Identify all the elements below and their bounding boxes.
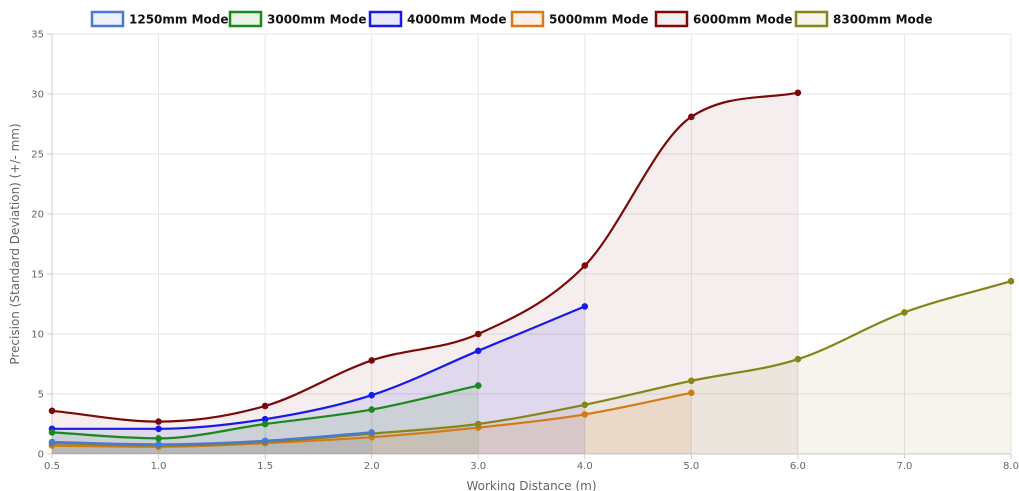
data-point <box>794 355 802 363</box>
x-tick-label: 3.0 <box>470 461 486 472</box>
data-point <box>581 401 589 409</box>
x-tick-label: 5.0 <box>683 461 699 472</box>
x-tick-label: 0.5 <box>44 461 60 472</box>
legend-swatch <box>368 10 403 28</box>
y-tick-label: 10 <box>31 330 44 341</box>
x-tick-label: 6.0 <box>790 461 806 472</box>
data-point <box>1007 277 1015 285</box>
data-point <box>474 347 482 355</box>
data-point <box>688 377 695 385</box>
y-tick-label: 35 <box>31 30 44 41</box>
x-tick-label: 7.0 <box>896 461 912 472</box>
y-tick-label: 30 <box>31 90 44 101</box>
y-tick-label: 5 <box>38 390 44 401</box>
data-point <box>581 262 589 269</box>
series-area <box>52 281 1011 454</box>
legend-item[interactable]: 3000mm Mode <box>228 10 367 28</box>
data-point <box>155 435 162 442</box>
chart-legend: 1250mm Mode 3000mm Mode 4000mm Mode 5000mm … <box>90 10 933 28</box>
legend-item[interactable]: 6000mm Mode <box>654 10 793 28</box>
legend-swatch <box>794 10 829 28</box>
series-area <box>52 392 692 454</box>
x-tick-label: 4.0 <box>577 461 593 472</box>
data-point <box>368 391 375 399</box>
legend-label: 5000mm Mode <box>549 13 649 27</box>
data-point <box>48 438 56 446</box>
legend-swatch <box>90 10 125 28</box>
legend-item[interactable]: 1250mm Mode <box>90 10 229 28</box>
data-point <box>155 425 162 433</box>
legend-item[interactable]: 4000mm Mode <box>368 10 507 28</box>
data-point <box>368 357 375 364</box>
x-axis-ticks: 0.5 1.0 1.5 2.0 3.0 4.0 5.0 6.0 7.0 8.0 <box>44 461 1019 472</box>
series-fill-areas <box>52 92 1011 455</box>
legend-label: 8300mm Mode <box>833 13 933 27</box>
legend-swatch <box>510 10 545 28</box>
data-point <box>474 420 482 428</box>
legend-swatch <box>228 10 263 28</box>
data-point <box>261 420 269 428</box>
legend-swatch <box>654 10 689 28</box>
y-tick-label: 15 <box>31 270 44 281</box>
legend-item[interactable]: 5000mm Mode <box>510 10 649 28</box>
x-tick-label: 2.0 <box>364 461 380 472</box>
series-line <box>51 91 799 423</box>
data-point <box>48 407 56 415</box>
data-point <box>581 411 589 418</box>
legend-item[interactable]: 8300mm Mode <box>794 10 933 28</box>
series-area <box>52 92 798 455</box>
data-point <box>581 303 589 310</box>
series-line <box>51 431 372 446</box>
legend-label: 3000mm Mode <box>267 13 367 27</box>
data-point <box>474 382 482 389</box>
data-point <box>688 113 695 121</box>
y-axis-title: Precision (Standard Deviation) (+/- mm) <box>8 123 22 364</box>
x-axis-title: Working Distance (m) <box>466 479 596 491</box>
data-point <box>794 89 802 97</box>
data-point <box>368 429 375 436</box>
series-points <box>48 89 1015 451</box>
series-line <box>51 280 1012 447</box>
x-tick-label: 1.0 <box>151 461 167 472</box>
data-point <box>474 330 482 338</box>
y-tick-label: 25 <box>31 150 44 161</box>
series-area <box>52 306 585 454</box>
y-tick-label: 20 <box>31 210 44 221</box>
data-point <box>368 406 375 413</box>
data-point <box>155 418 162 425</box>
series-area <box>52 432 372 454</box>
x-tick-label: 1.5 <box>257 461 273 472</box>
series-line <box>51 305 586 430</box>
data-point <box>48 429 56 436</box>
data-point <box>155 441 162 448</box>
data-point <box>261 437 269 445</box>
y-axis-ticks: 0 5 10 15 20 25 30 35 <box>31 30 44 461</box>
data-point <box>688 389 695 397</box>
data-point <box>901 309 908 316</box>
y-tick-label: 0 <box>38 450 44 461</box>
legend-label: 6000mm Mode <box>693 13 793 27</box>
data-point <box>261 402 269 410</box>
legend-label: 4000mm Mode <box>407 13 507 27</box>
x-tick-label: 8.0 <box>1003 461 1019 472</box>
legend-label: 1250mm Mode <box>129 13 229 27</box>
